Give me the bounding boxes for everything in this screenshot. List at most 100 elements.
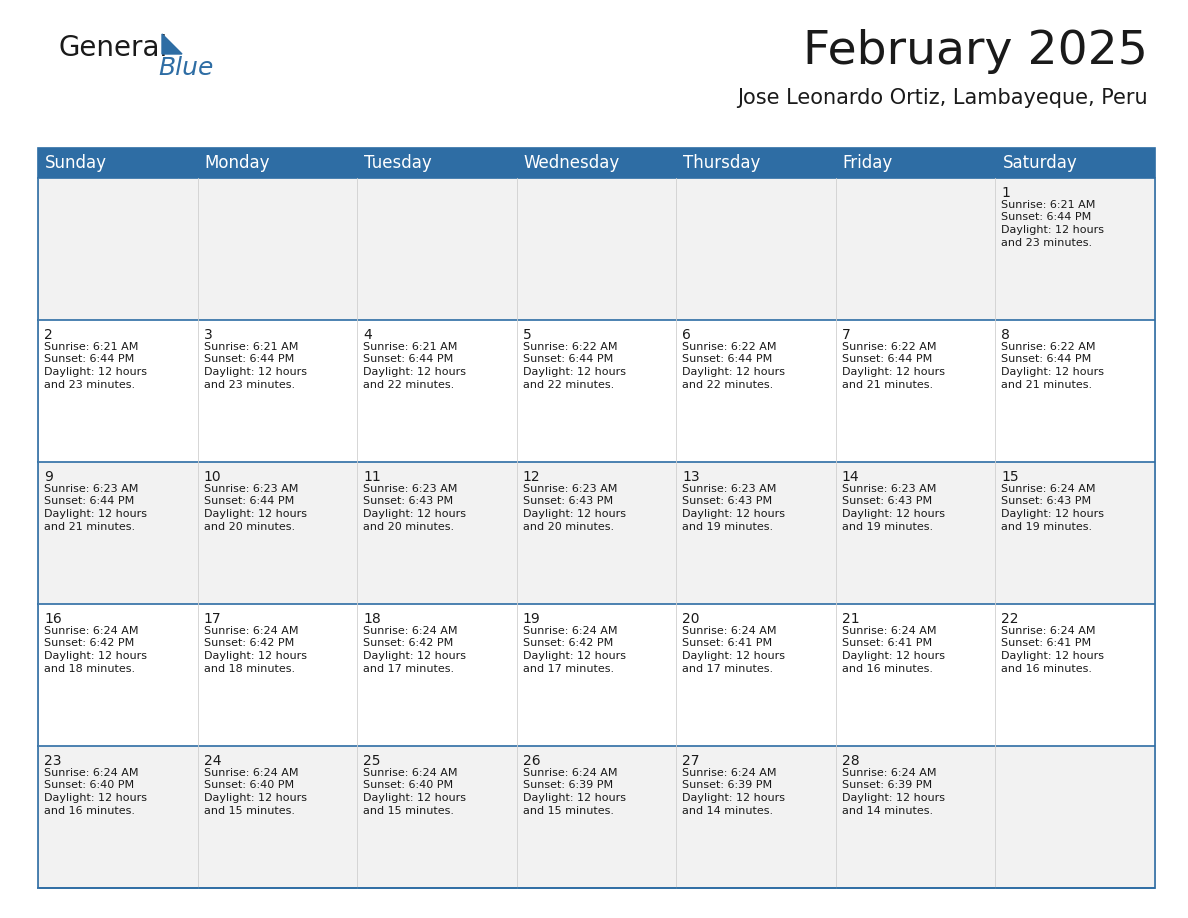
Text: and 20 minutes.: and 20 minutes. (523, 521, 614, 532)
Text: 16: 16 (44, 612, 62, 626)
Text: February 2025: February 2025 (803, 29, 1148, 74)
Text: and 15 minutes.: and 15 minutes. (364, 805, 454, 815)
Text: Daylight: 12 hours: Daylight: 12 hours (364, 509, 466, 519)
Text: and 19 minutes.: and 19 minutes. (1001, 521, 1093, 532)
Text: Blue: Blue (158, 56, 214, 80)
Text: Daylight: 12 hours: Daylight: 12 hours (203, 793, 307, 803)
Text: Daylight: 12 hours: Daylight: 12 hours (44, 509, 147, 519)
Text: Sunrise: 6:23 AM: Sunrise: 6:23 AM (523, 484, 617, 494)
Text: Sunrise: 6:22 AM: Sunrise: 6:22 AM (842, 342, 936, 352)
Text: and 17 minutes.: and 17 minutes. (682, 664, 773, 674)
Text: Sunset: 6:44 PM: Sunset: 6:44 PM (44, 354, 134, 364)
Text: 17: 17 (203, 612, 221, 626)
Text: Daylight: 12 hours: Daylight: 12 hours (682, 651, 785, 661)
Text: Jose Leonardo Ortiz, Lambayeque, Peru: Jose Leonardo Ortiz, Lambayeque, Peru (738, 88, 1148, 108)
Text: 18: 18 (364, 612, 381, 626)
Text: Sunset: 6:44 PM: Sunset: 6:44 PM (203, 497, 293, 507)
Text: Daylight: 12 hours: Daylight: 12 hours (523, 509, 626, 519)
Bar (38, 604, 1155, 746)
Text: and 20 minutes.: and 20 minutes. (203, 521, 295, 532)
Text: Sunrise: 6:24 AM: Sunrise: 6:24 AM (44, 768, 139, 778)
Text: Sunset: 6:39 PM: Sunset: 6:39 PM (523, 780, 613, 790)
Polygon shape (162, 34, 182, 54)
Bar (38, 148, 197, 178)
Text: Sunrise: 6:23 AM: Sunrise: 6:23 AM (682, 484, 777, 494)
Text: 1: 1 (1001, 186, 1010, 200)
Text: Sunset: 6:43 PM: Sunset: 6:43 PM (682, 497, 772, 507)
Text: Saturday: Saturday (1003, 154, 1078, 172)
Text: Sunrise: 6:23 AM: Sunrise: 6:23 AM (203, 484, 298, 494)
Bar (996, 148, 1155, 178)
Text: 15: 15 (1001, 470, 1019, 484)
Text: Daylight: 12 hours: Daylight: 12 hours (364, 793, 466, 803)
Text: Daylight: 12 hours: Daylight: 12 hours (682, 509, 785, 519)
Text: 20: 20 (682, 612, 700, 626)
Bar (38, 320, 1155, 462)
Text: Sunset: 6:41 PM: Sunset: 6:41 PM (1001, 639, 1092, 648)
Text: Sunset: 6:41 PM: Sunset: 6:41 PM (842, 639, 931, 648)
Text: Daylight: 12 hours: Daylight: 12 hours (203, 651, 307, 661)
Text: and 19 minutes.: and 19 minutes. (842, 521, 933, 532)
Text: Sunset: 6:43 PM: Sunset: 6:43 PM (364, 497, 454, 507)
Text: 8: 8 (1001, 328, 1010, 342)
Text: and 15 minutes.: and 15 minutes. (203, 805, 295, 815)
Text: and 18 minutes.: and 18 minutes. (203, 664, 295, 674)
Text: and 23 minutes.: and 23 minutes. (1001, 238, 1093, 248)
Text: Daylight: 12 hours: Daylight: 12 hours (523, 651, 626, 661)
Text: Sunrise: 6:24 AM: Sunrise: 6:24 AM (203, 768, 298, 778)
Text: Daylight: 12 hours: Daylight: 12 hours (203, 367, 307, 377)
Text: Sunrise: 6:22 AM: Sunrise: 6:22 AM (1001, 342, 1095, 352)
Text: 28: 28 (842, 754, 859, 768)
Text: 27: 27 (682, 754, 700, 768)
Text: Daylight: 12 hours: Daylight: 12 hours (44, 367, 147, 377)
Text: 24: 24 (203, 754, 221, 768)
Text: Tuesday: Tuesday (365, 154, 432, 172)
Text: Sunset: 6:42 PM: Sunset: 6:42 PM (523, 639, 613, 648)
Text: Sunrise: 6:24 AM: Sunrise: 6:24 AM (1001, 626, 1095, 636)
Text: Sunrise: 6:24 AM: Sunrise: 6:24 AM (523, 626, 618, 636)
Text: Sunrise: 6:21 AM: Sunrise: 6:21 AM (203, 342, 298, 352)
Text: Daylight: 12 hours: Daylight: 12 hours (1001, 509, 1105, 519)
Text: Sunset: 6:44 PM: Sunset: 6:44 PM (1001, 212, 1092, 222)
Text: and 17 minutes.: and 17 minutes. (364, 664, 454, 674)
Text: Daylight: 12 hours: Daylight: 12 hours (364, 651, 466, 661)
Text: Daylight: 12 hours: Daylight: 12 hours (523, 367, 626, 377)
Text: Sunset: 6:44 PM: Sunset: 6:44 PM (842, 354, 933, 364)
Text: Sunset: 6:39 PM: Sunset: 6:39 PM (682, 780, 772, 790)
Text: Friday: Friday (842, 154, 893, 172)
Text: General: General (58, 34, 168, 62)
Text: 11: 11 (364, 470, 381, 484)
Text: Sunset: 6:43 PM: Sunset: 6:43 PM (523, 497, 613, 507)
Text: and 17 minutes.: and 17 minutes. (523, 664, 614, 674)
Text: Daylight: 12 hours: Daylight: 12 hours (44, 793, 147, 803)
Text: 26: 26 (523, 754, 541, 768)
Text: 4: 4 (364, 328, 372, 342)
Text: 14: 14 (842, 470, 859, 484)
Text: 3: 3 (203, 328, 213, 342)
Text: 23: 23 (44, 754, 62, 768)
Text: 12: 12 (523, 470, 541, 484)
Bar (38, 462, 1155, 604)
Text: Daylight: 12 hours: Daylight: 12 hours (364, 367, 466, 377)
Text: Sunset: 6:44 PM: Sunset: 6:44 PM (44, 497, 134, 507)
Text: and 23 minutes.: and 23 minutes. (44, 379, 135, 389)
Text: Daylight: 12 hours: Daylight: 12 hours (682, 367, 785, 377)
Text: Daylight: 12 hours: Daylight: 12 hours (842, 509, 944, 519)
Text: Daylight: 12 hours: Daylight: 12 hours (842, 793, 944, 803)
Bar (836, 148, 996, 178)
Text: Sunset: 6:40 PM: Sunset: 6:40 PM (364, 780, 454, 790)
Text: Sunrise: 6:22 AM: Sunrise: 6:22 AM (523, 342, 618, 352)
Text: and 23 minutes.: and 23 minutes. (203, 379, 295, 389)
Text: and 14 minutes.: and 14 minutes. (682, 805, 773, 815)
Text: Sunrise: 6:21 AM: Sunrise: 6:21 AM (364, 342, 457, 352)
Text: 6: 6 (682, 328, 691, 342)
Text: Sunset: 6:44 PM: Sunset: 6:44 PM (523, 354, 613, 364)
Text: and 21 minutes.: and 21 minutes. (842, 379, 933, 389)
Text: 13: 13 (682, 470, 700, 484)
Text: and 22 minutes.: and 22 minutes. (364, 379, 454, 389)
Text: Sunrise: 6:24 AM: Sunrise: 6:24 AM (842, 626, 936, 636)
Bar (197, 148, 358, 178)
Text: Sunrise: 6:24 AM: Sunrise: 6:24 AM (364, 768, 457, 778)
Text: Daylight: 12 hours: Daylight: 12 hours (1001, 651, 1105, 661)
Text: Daylight: 12 hours: Daylight: 12 hours (523, 793, 626, 803)
